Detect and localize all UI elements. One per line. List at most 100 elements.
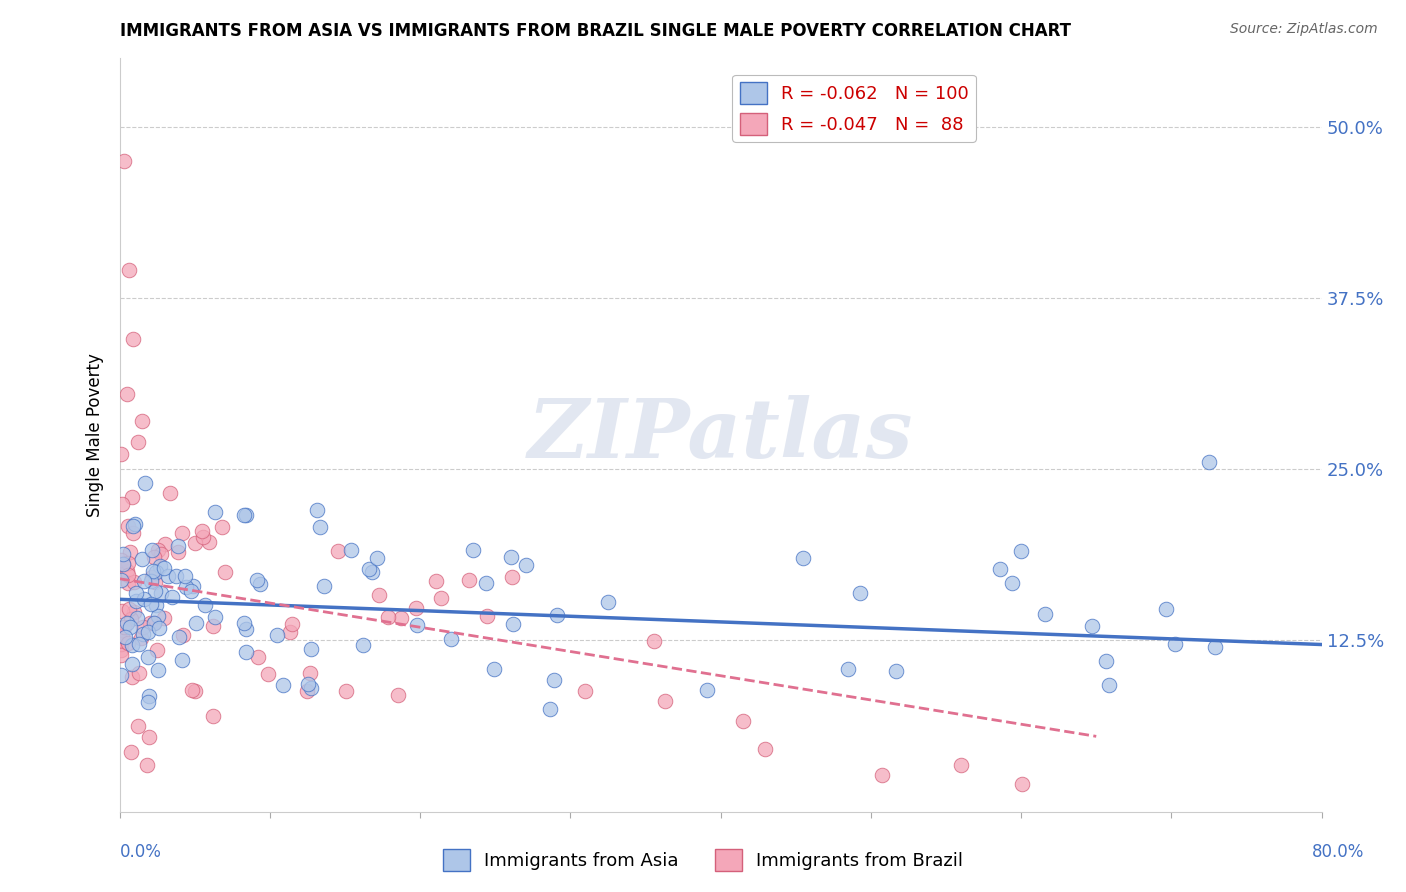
Point: [110, 573, 132, 587]
Point: [132, 619, 155, 633]
Point: [148, 622, 170, 636]
Point: [1097, 678, 1119, 692]
Point: [117, 556, 139, 570]
Point: [153, 537, 176, 551]
Point: [235, 645, 257, 659]
Point: [204, 505, 226, 519]
Point: [121, 490, 143, 504]
Point: [257, 667, 280, 681]
Point: [884, 664, 907, 678]
Point: [180, 584, 202, 599]
Point: [125, 586, 148, 600]
Point: [169, 630, 191, 644]
Text: IMMIGRANTS FROM ASIA VS IMMIGRANTS FROM BRAZIL SINGLE MALE POVERTY CORRELATION C: IMMIGRANTS FROM ASIA VS IMMIGRANTS FROM …: [120, 22, 1070, 40]
Point: [1080, 619, 1102, 633]
Point: [128, 637, 150, 651]
Point: [122, 332, 145, 346]
Point: [1154, 602, 1177, 616]
Point: [211, 519, 233, 533]
Point: [754, 742, 776, 756]
Point: [139, 616, 162, 631]
Point: [501, 570, 523, 584]
Point: [131, 414, 153, 428]
Point: [146, 543, 169, 558]
Point: [596, 595, 619, 609]
Point: [165, 569, 187, 583]
Point: [112, 153, 135, 168]
Point: [574, 683, 596, 698]
Point: [129, 631, 152, 645]
Point: [143, 549, 166, 564]
Point: [120, 545, 142, 559]
Point: [138, 730, 160, 744]
Point: [120, 745, 142, 759]
Point: [214, 565, 236, 579]
Point: [183, 536, 205, 550]
Point: [110, 552, 132, 566]
Point: [299, 642, 322, 657]
Text: ZIPatlas: ZIPatlas: [527, 395, 914, 475]
Point: [180, 683, 202, 698]
Point: [122, 574, 145, 589]
Point: [173, 569, 195, 583]
Point: [295, 684, 318, 698]
Point: [132, 627, 155, 641]
Point: [111, 497, 134, 511]
Point: [1010, 544, 1032, 558]
Point: [1204, 640, 1226, 655]
Point: [149, 547, 172, 561]
Point: [482, 662, 505, 676]
Point: [110, 637, 132, 651]
Point: [127, 434, 149, 449]
Point: [837, 662, 859, 676]
Point: [148, 608, 170, 623]
Point: [111, 557, 134, 571]
Point: [141, 569, 163, 583]
Point: [125, 593, 148, 607]
Point: [405, 601, 427, 615]
Point: [202, 619, 225, 633]
Point: [121, 525, 143, 540]
Point: [110, 648, 132, 662]
Point: [143, 574, 166, 589]
Point: [368, 588, 391, 602]
Point: [112, 547, 135, 561]
Point: [1011, 777, 1033, 791]
Point: [246, 649, 269, 664]
Point: [145, 598, 167, 612]
Point: [141, 598, 163, 612]
Point: [377, 610, 399, 624]
Point: [118, 602, 141, 616]
Point: [792, 551, 814, 566]
Point: [156, 569, 179, 583]
Point: [440, 632, 463, 646]
Point: [110, 667, 132, 681]
Point: [1198, 455, 1220, 469]
Point: [138, 649, 160, 664]
Point: [110, 447, 132, 461]
Point: [117, 518, 139, 533]
Point: [463, 542, 485, 557]
Point: [122, 518, 145, 533]
Point: [299, 681, 322, 695]
Point: [430, 591, 453, 605]
Point: [357, 562, 380, 576]
Point: [112, 620, 135, 634]
Point: [162, 590, 184, 604]
Point: [170, 525, 193, 540]
Point: [110, 604, 132, 618]
Text: 0.0%: 0.0%: [120, 843, 162, 861]
Point: [233, 615, 256, 630]
Point: [142, 564, 165, 578]
Point: [114, 630, 136, 644]
Point: [184, 684, 207, 698]
Point: [136, 757, 159, 772]
Point: [172, 653, 194, 667]
Point: [150, 585, 173, 599]
Point: [249, 577, 271, 591]
Point: [127, 611, 149, 625]
Point: [122, 605, 145, 619]
Point: [305, 503, 328, 517]
Point: [328, 544, 350, 558]
Legend: Immigrants from Asia, Immigrants from Brazil: Immigrants from Asia, Immigrants from Br…: [436, 842, 970, 879]
